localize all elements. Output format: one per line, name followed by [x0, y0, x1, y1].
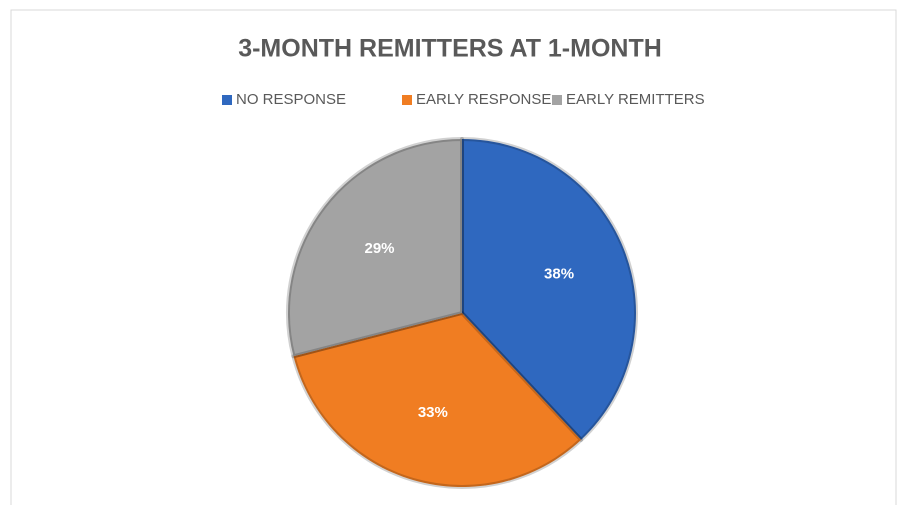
- value-label: 38%: [544, 266, 574, 283]
- pie-slice: [460, 137, 638, 442]
- value-label: 29%: [364, 240, 394, 257]
- legend-swatch: [402, 95, 412, 105]
- chart-title: 3-MONTH REMITTERS AT 1-MONTH: [238, 35, 662, 63]
- legend-swatch: [552, 95, 562, 105]
- legend-label: EARLY RESPONSE: [416, 91, 551, 108]
- legend-swatch: [222, 95, 232, 105]
- pie-slice: [291, 311, 584, 489]
- legend-label: EARLY REMITTERS: [566, 91, 705, 108]
- pie-slice: [286, 137, 464, 359]
- value-label: 33%: [418, 404, 448, 421]
- legend-label: NO RESPONSE: [236, 91, 346, 108]
